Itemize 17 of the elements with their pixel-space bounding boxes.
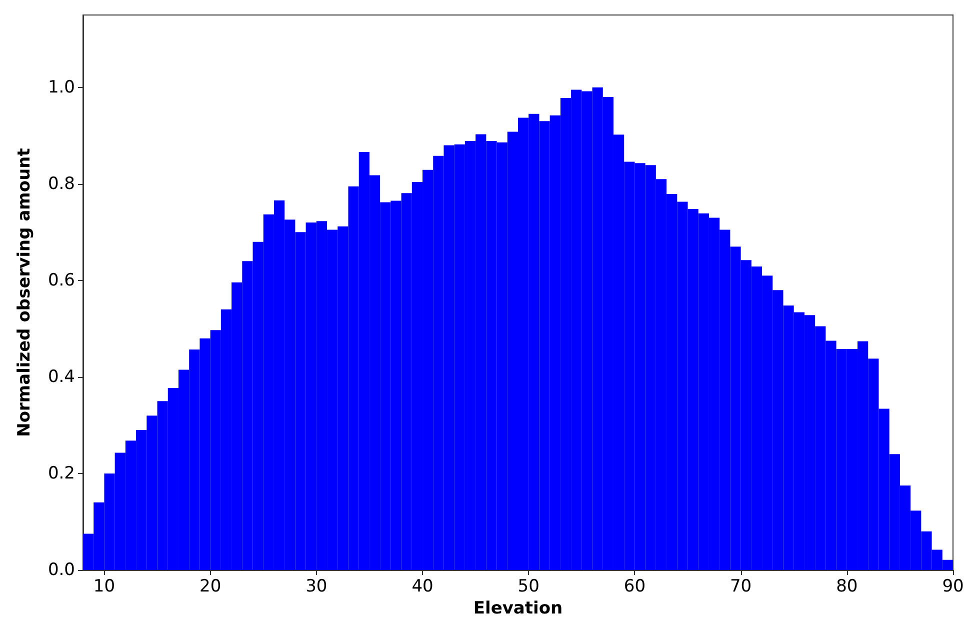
x-tick-label: 10 — [93, 576, 116, 596]
y-tick-label: 0.6 — [48, 270, 75, 290]
x-tick-label: 20 — [199, 576, 222, 596]
y-tick-label: 0.2 — [48, 463, 75, 484]
y-tick-label: 0.8 — [48, 174, 75, 194]
y-tick-label: 1.0 — [48, 77, 75, 98]
x-tick-label: 60 — [624, 576, 646, 596]
x-tick-label: 70 — [730, 576, 752, 596]
x-tick-label: 40 — [412, 576, 434, 596]
x-axis-title: Elevation — [473, 598, 563, 618]
y-tick-label: 0.4 — [48, 366, 75, 387]
y-tick-label: 0.0 — [48, 560, 75, 580]
y-axis-title: Normalized observing amount — [14, 148, 34, 437]
x-tick-label: 50 — [518, 576, 540, 596]
x-tick-label: 80 — [836, 576, 858, 596]
x-tick-label: 90 — [942, 576, 964, 596]
x-tick-label: 30 — [306, 576, 328, 596]
